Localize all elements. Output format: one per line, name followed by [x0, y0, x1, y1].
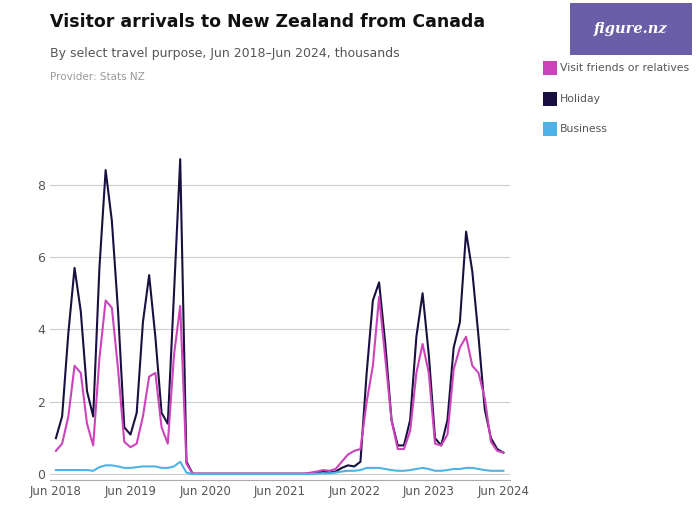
Text: Holiday: Holiday — [560, 93, 601, 104]
Text: Provider: Stats NZ: Provider: Stats NZ — [50, 72, 144, 82]
Text: Business: Business — [560, 124, 608, 134]
Text: Visitor arrivals to New Zealand from Canada: Visitor arrivals to New Zealand from Can… — [50, 13, 485, 31]
Text: figure.nz: figure.nz — [594, 22, 668, 36]
Text: Visit friends or relatives: Visit friends or relatives — [560, 63, 689, 74]
Text: By select travel purpose, Jun 2018–Jun 2024, thousands: By select travel purpose, Jun 2018–Jun 2… — [50, 47, 399, 60]
